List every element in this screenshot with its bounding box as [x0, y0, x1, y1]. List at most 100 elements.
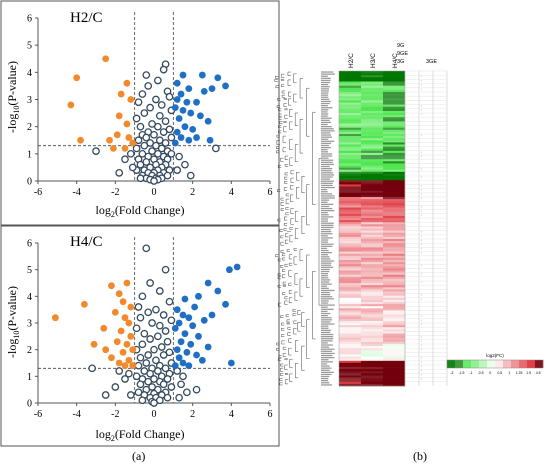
data-point-downregulated	[108, 354, 115, 362]
side-table-mark: 1	[421, 168, 423, 171]
data-point-downregulated	[115, 290, 123, 298]
heatmap-cell	[339, 89, 361, 93]
heatmap-cell	[383, 260, 405, 263]
heatmap-cell	[383, 232, 405, 236]
heatmap-cell	[383, 136, 405, 139]
heatmap-cell	[339, 331, 361, 334]
heatmap-cell	[361, 205, 383, 208]
heatmap-cell	[339, 100, 361, 103]
heatmap-cell	[361, 304, 383, 307]
heatmap-cell	[339, 373, 361, 376]
heatmap-cell	[383, 201, 405, 204]
heatmap-cell	[339, 323, 361, 326]
heatmap-cell	[383, 218, 405, 221]
x-tick-label: 0	[152, 187, 157, 198]
gene-label-placeholder	[321, 340, 333, 342]
gene-label-placeholder	[321, 220, 328, 222]
heatmap-cell	[361, 293, 383, 296]
heatmap-cell	[339, 184, 361, 187]
data-point-nonsignificant	[159, 311, 168, 319]
data-point-nonsignificant	[152, 356, 160, 365]
heatmap-cell	[339, 255, 361, 259]
heatmap-cell	[361, 106, 383, 110]
colorbar-swatch	[535, 360, 544, 368]
gene-label-placeholder	[321, 237, 333, 239]
data-point-upregulated	[208, 85, 216, 93]
gene-label-placeholder	[321, 84, 329, 86]
x-tick-label: 6	[268, 409, 273, 420]
side-table-mark: 1	[421, 113, 423, 116]
side-table-mark: 1	[421, 298, 423, 301]
heatmap-cell	[361, 81, 383, 84]
gene-label-placeholder	[321, 105, 328, 107]
heatmap-cell	[339, 119, 361, 122]
heatmap-cell	[361, 383, 383, 387]
data-point-nonsignificant	[138, 340, 147, 349]
side-table-mark: 1	[421, 378, 423, 381]
heatmap-cell	[383, 167, 405, 170]
heatmap-cell	[339, 121, 361, 124]
x-tick-label: -6	[34, 409, 42, 420]
heatmap-cell	[383, 131, 405, 135]
heatmap-cell	[383, 207, 405, 210]
gene-label-placeholder	[321, 321, 331, 323]
y-tick-label: 4	[27, 68, 32, 79]
heatmap-cell	[339, 278, 361, 282]
heatmap-cell	[361, 369, 383, 372]
heatmap-cell	[383, 73, 405, 76]
heatmap-cell	[339, 199, 361, 202]
gene-label-placeholder	[321, 302, 329, 304]
data-point-upregulated	[175, 115, 183, 122]
gene-label-placeholder	[321, 342, 328, 344]
heatmap-cell	[383, 310, 405, 313]
heatmap-cell	[339, 190, 361, 194]
data-point-nonsignificant	[150, 130, 158, 139]
gene-label-placeholder	[321, 98, 330, 100]
heatmap-cell	[383, 140, 405, 143]
gene-label-placeholder	[321, 247, 328, 250]
heatmap-cell	[339, 369, 361, 372]
heatmap-cell	[383, 377, 405, 380]
gene-label-placeholder	[321, 184, 333, 187]
heatmap-cell	[339, 251, 361, 254]
data-point-upregulated	[171, 362, 179, 370]
gene-label-placeholder	[321, 161, 333, 163]
data-point-nonsignificant	[136, 380, 145, 389]
heatmap-cell	[383, 205, 405, 208]
heatmap-cell	[339, 352, 361, 355]
data-point-nonsignificant	[163, 393, 172, 402]
gene-label-placeholder	[321, 273, 328, 275]
heatmap-cell	[361, 295, 383, 299]
heatmap-cell	[339, 239, 361, 242]
side-table-mark: 1	[421, 264, 423, 267]
gene-label-placeholder	[321, 346, 330, 348]
data-point-upregulated	[185, 85, 193, 93]
heatmap-cell	[339, 346, 361, 349]
data-point-downregulated	[115, 112, 123, 120]
heatmap-cell	[361, 113, 383, 116]
heatmap-cell	[339, 194, 361, 198]
gene-label-placeholder	[321, 157, 329, 159]
data-point-upregulated	[214, 287, 222, 295]
data-point-upregulated	[195, 292, 202, 300]
heatmap-cell	[383, 226, 405, 229]
data-point-nonsignificant	[144, 82, 153, 90]
side-annotation-table: 1111111111111111111111111111111111111111…	[397, 43, 448, 386]
heatmap-cell	[361, 255, 383, 259]
data-point-nonsignificant	[144, 377, 153, 386]
gene-label-placeholder	[321, 317, 332, 319]
colorbar-tick-label: -1	[469, 371, 472, 375]
heatmap-cell	[339, 360, 361, 364]
heatmap-cell	[339, 285, 361, 288]
heatmap-cell	[383, 266, 405, 269]
heatmap-cell	[339, 87, 361, 91]
heatmap-cell	[339, 150, 361, 154]
gene-label-placeholder	[321, 380, 329, 382]
side-table-mark: 1	[421, 357, 423, 360]
heatmap-cell	[383, 230, 405, 233]
heatmap-cell	[339, 131, 361, 135]
heatmap-cell	[339, 77, 361, 80]
y-tick-label: 5	[27, 41, 32, 52]
heatmap-cell	[339, 79, 361, 82]
data-point-upregulated	[185, 314, 193, 322]
